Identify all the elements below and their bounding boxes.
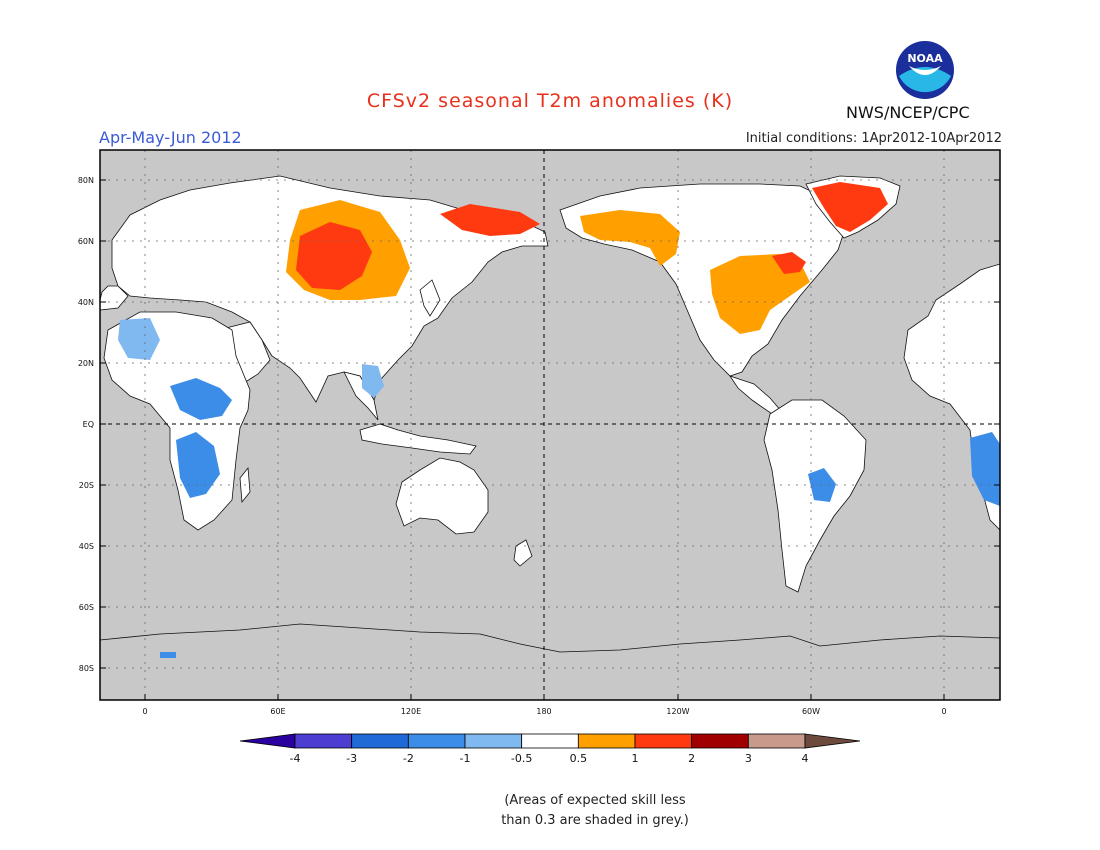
initial-conditions: Initial conditions: 1Apr2012-10Apr2012	[745, 131, 1002, 146]
colorbar-label: -2	[403, 752, 414, 765]
lon-label: 180	[536, 707, 551, 716]
lat-label: 80S	[79, 664, 94, 673]
colorbar-box	[691, 733, 749, 749]
anomaly-sahara-cool	[118, 318, 160, 360]
colorbar-box	[407, 733, 466, 749]
colorbar-label: 2	[688, 752, 695, 765]
colorbar-label: -1	[460, 752, 471, 765]
colorbar-label: 3	[745, 752, 752, 765]
colorbar-box	[294, 733, 353, 749]
map-frame	[99, 149, 1001, 701]
footnote-line-2: than 0.3 are shaded in grey.)	[501, 813, 689, 828]
land-antarctica	[99, 623, 1001, 701]
lon-label: 120W	[666, 707, 689, 716]
anomaly-africa-wrap-cool	[970, 432, 1000, 506]
forecast-period: Apr-May-Jun 2012	[99, 128, 242, 147]
lat-label: 60S	[79, 603, 94, 612]
colorbar-label: -4	[290, 752, 301, 765]
lat-label: 40S	[79, 542, 94, 551]
anomaly-indochina-cool	[362, 364, 384, 398]
lat-label: 40N	[78, 298, 94, 307]
lon-label: 60W	[802, 707, 820, 716]
anomaly-alaska-warm	[580, 210, 680, 266]
land-australia	[395, 457, 489, 535]
figure-title: CFSv2 seasonal T2m anomalies (K)	[366, 90, 734, 112]
lat-label: EQ	[83, 420, 94, 429]
lon-label: 120E	[401, 707, 421, 716]
land-indochina	[343, 371, 379, 421]
lat-label: 60N	[78, 237, 94, 246]
colorbar-label: 4	[802, 752, 809, 765]
noaa-logo-icon: NOAA	[895, 40, 955, 100]
svg-text:NOAA: NOAA	[907, 52, 943, 65]
lat-label: 20S	[79, 481, 94, 490]
colorbar-box	[464, 733, 523, 749]
colorbar-box	[351, 733, 409, 749]
colorbar-box	[577, 733, 636, 749]
anomaly-quebec-hot	[772, 252, 806, 274]
land-new-zealand	[513, 539, 533, 567]
footnote-line-1: (Areas of expected skill less	[504, 793, 686, 808]
colorbar-label: -3	[346, 752, 357, 765]
colorbar-box	[634, 733, 693, 749]
colorbar-box	[747, 733, 806, 749]
map-panel: 80N 60N 40N 20N EQ 20S 40S 60S 80S 0 60E 120E 180 120…	[78, 149, 1001, 716]
skill-footnote: (Areas of expected skill less than 0.3 a…	[480, 791, 710, 831]
land-indonesia	[359, 423, 477, 455]
land-iberia	[99, 285, 129, 311]
lon-label: 0	[142, 707, 147, 716]
colorbar-label: -0.5	[511, 752, 532, 765]
colorbar-arrow-left	[239, 733, 296, 749]
anomaly-siberia-hot	[296, 222, 372, 290]
colorbar: -4 -3 -2 -1 -0.5 0.5 1 2 3 4	[239, 733, 861, 765]
anomaly-africa-cool-1	[170, 378, 232, 420]
anomaly-africa-cool-2	[176, 432, 220, 498]
colorbar-arrow-right	[804, 733, 861, 749]
anomaly-east-siberia-hot	[440, 204, 540, 236]
lat-label: 80N	[78, 176, 94, 185]
anomaly-north-america-warm	[710, 254, 810, 334]
agency-label: NWS/NCEP/CPC	[846, 103, 970, 122]
colorbar-label: 1	[632, 752, 639, 765]
colorbar-label: 0.5	[570, 752, 588, 765]
land-japan	[419, 279, 441, 317]
anomaly-antarctic-cool	[160, 652, 176, 658]
lat-label: 20N	[78, 359, 94, 368]
lon-label: 60E	[270, 707, 285, 716]
anomaly-greenland-hot	[812, 182, 888, 232]
colorbar-box	[521, 733, 579, 749]
lon-label: 0	[941, 707, 946, 716]
